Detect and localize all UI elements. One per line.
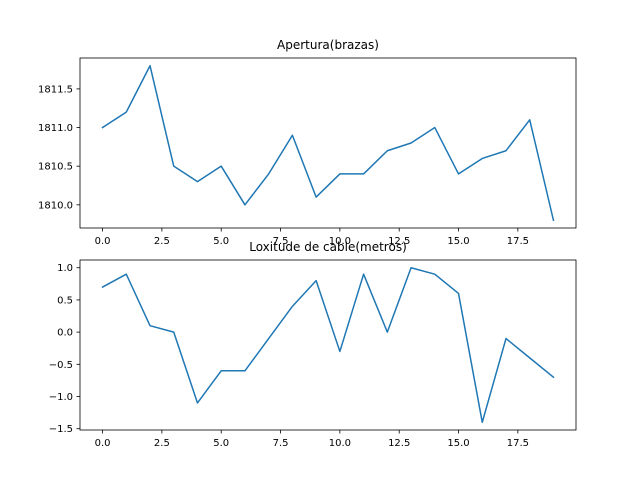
x-tick-label: 5.0 bbox=[213, 438, 229, 449]
y-tick-label: 1811.5 bbox=[38, 84, 73, 95]
axes-frame bbox=[79, 259, 577, 431]
x-tick-label: 10.0 bbox=[329, 438, 351, 449]
x-tick-label: 0.0 bbox=[95, 438, 111, 449]
x-tick-label: 0.0 bbox=[95, 236, 111, 247]
x-tick-label: 17.5 bbox=[507, 438, 529, 449]
chart-marks: 0.0 2.5 5.0 7.5 10.0 12.5 15.0 17.5 1810.0 1810.5… bbox=[38, 64, 555, 247]
y-tick-label: −1.5 bbox=[49, 424, 73, 435]
x-tick-label: 2.5 bbox=[154, 236, 170, 247]
y-tick-label: 0.5 bbox=[57, 295, 73, 306]
series-line bbox=[101, 64, 555, 222]
x-tick-label: 12.5 bbox=[388, 236, 410, 247]
x-tick-label: 12.5 bbox=[388, 438, 410, 449]
y-tick-label: 1.0 bbox=[57, 263, 73, 274]
x-tick-label: 15.0 bbox=[447, 236, 469, 247]
series-line bbox=[101, 266, 555, 424]
y-tick-label: 1810.0 bbox=[38, 200, 73, 211]
x-tick-label: 7.5 bbox=[273, 438, 289, 449]
chart-loxitude-de-cable: 0.0 2.5 5.0 7.5 10.0 12.5 15.0 17.5 −1.5 −1.0 −0.5… bbox=[49, 240, 577, 449]
x-tick-label: 7.5 bbox=[273, 236, 289, 247]
y-tick-label: 1811.0 bbox=[38, 123, 73, 134]
y-tick-label: 1810.5 bbox=[38, 162, 73, 173]
chart-apertura: Apertura(brazas) 0.0 2.5 5.0 7.5 10.0 12.5 15.… bbox=[38, 38, 577, 247]
y-tick-label: 0.0 bbox=[57, 328, 73, 339]
y-tick-label: −0.5 bbox=[49, 360, 73, 371]
chart-title: Loxitude de cable(metros) bbox=[249, 240, 407, 254]
axes-frame bbox=[79, 57, 577, 229]
x-tick-label: 10.0 bbox=[329, 236, 351, 247]
x-tick-label: 15.0 bbox=[447, 438, 469, 449]
x-tick-label: 2.5 bbox=[154, 438, 170, 449]
x-tick-label: 17.5 bbox=[507, 236, 529, 247]
chart-marks: 0.0 2.5 5.0 7.5 10.0 12.5 15.0 17.5 −1.5 −1.0 −0.5… bbox=[49, 263, 555, 449]
y-tick-label: −1.0 bbox=[49, 392, 73, 403]
chart-title: Apertura(brazas) bbox=[277, 38, 379, 52]
x-tick-label: 5.0 bbox=[213, 236, 229, 247]
